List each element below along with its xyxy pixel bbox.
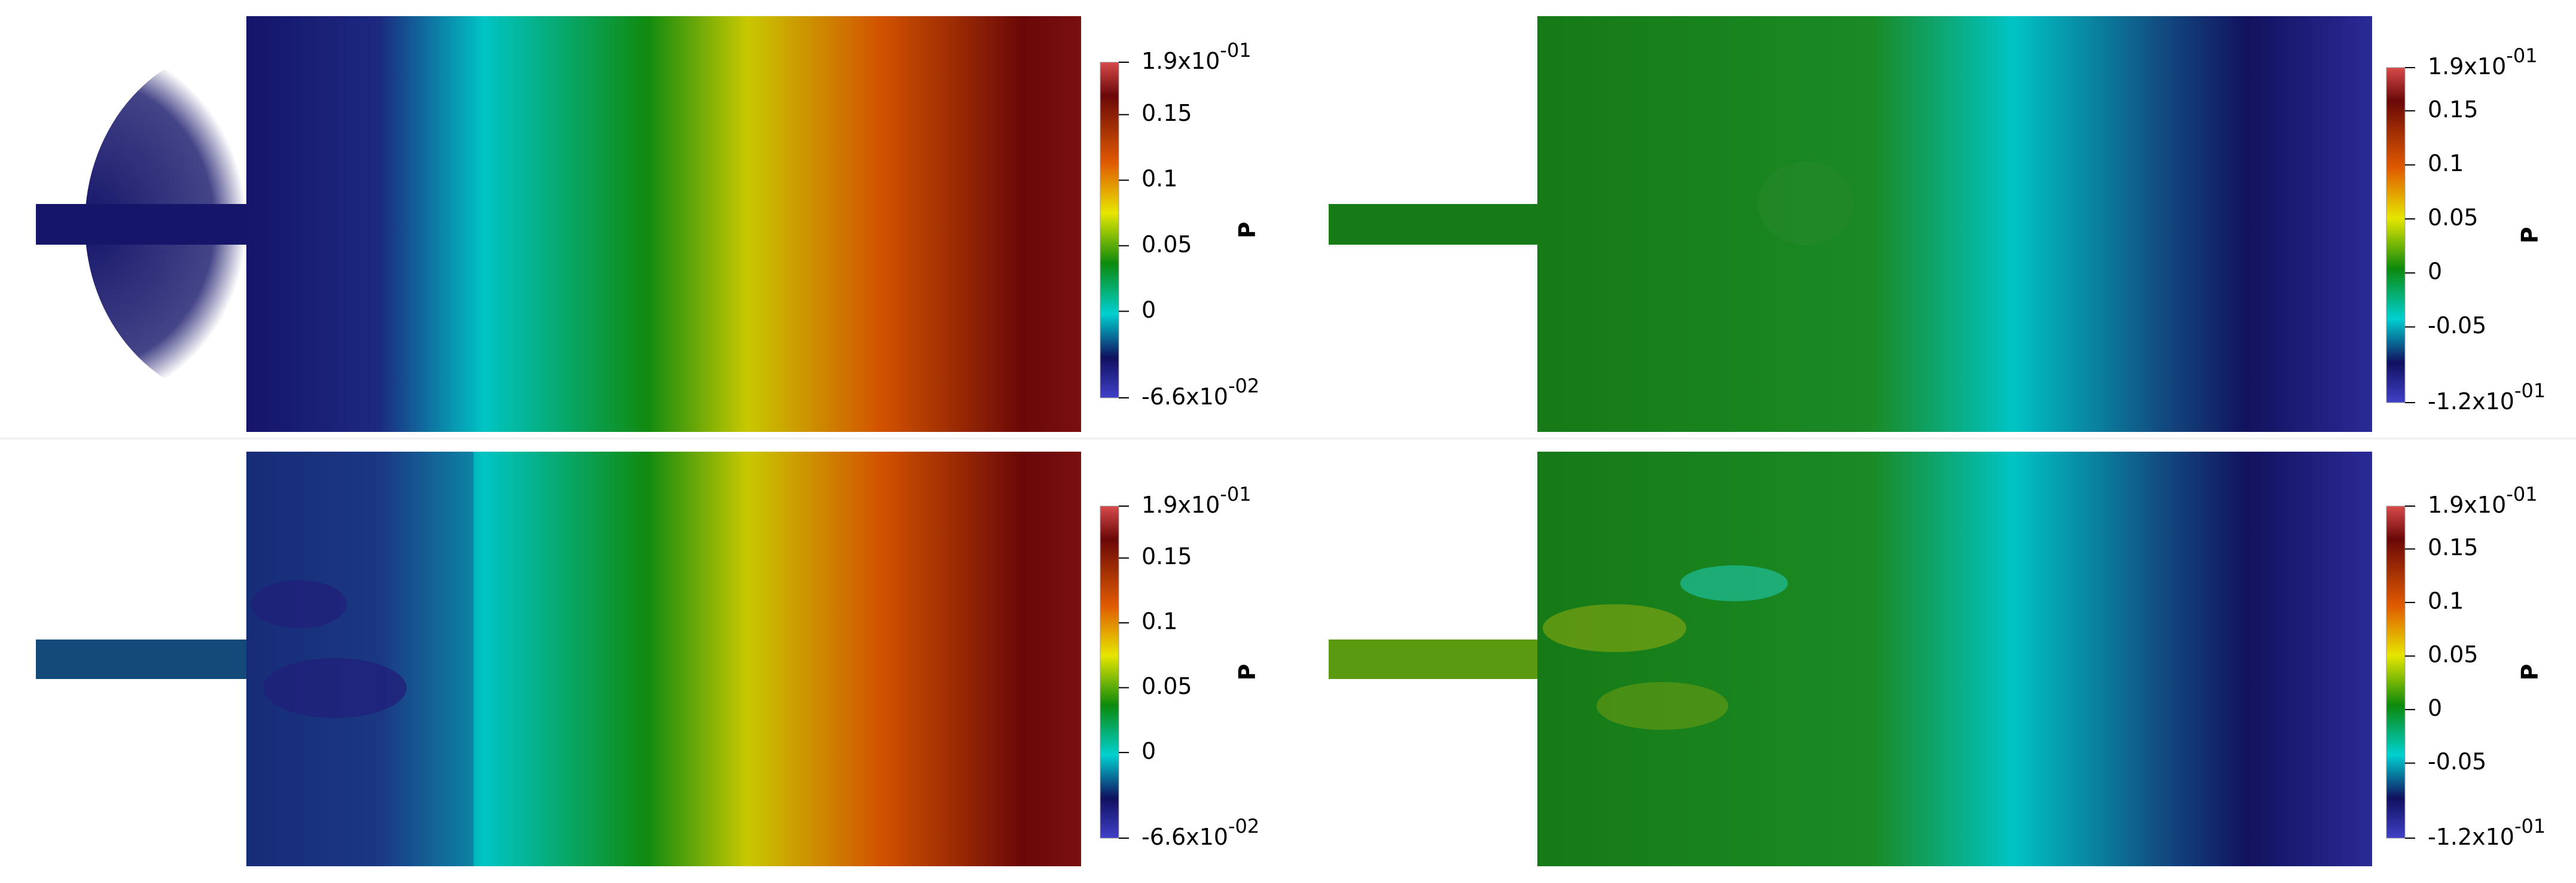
colorbar-tick-label: 0.1	[1142, 608, 1177, 635]
colorbar-tick-label: -1.2x10-01	[2428, 379, 2546, 415]
colorbar-tick-label: -0.05	[2428, 312, 2486, 339]
tick-exponent: -02	[1228, 815, 1259, 838]
colorbar-tick-label: 1.9x10-01	[2428, 44, 2538, 80]
field-bottom-right	[1329, 452, 2372, 866]
colorbar-scale	[1100, 506, 1119, 839]
colorbar-tick-label: 0.1	[2428, 150, 2464, 176]
tick-mantissa: 1.9x10	[2428, 492, 2506, 518]
colorbar-scale	[2386, 67, 2406, 403]
colorbar-title: P	[1234, 222, 1260, 239]
colorbar-tick-label: -6.6x10-02	[1142, 815, 1259, 850]
colorbar-title: P	[2517, 227, 2543, 243]
colorbar-tick-label: -1.2x10-01	[2428, 815, 2546, 850]
colorbar-tick-label: 1.9x10-01	[1142, 483, 1252, 518]
field-top-right	[1329, 16, 2372, 432]
tick-mantissa: 1.9x10	[2428, 53, 2506, 80]
colorbar-tick-label: 0.1	[2428, 588, 2464, 614]
colorbar-tick-label: -6.6x10-02	[1142, 374, 1259, 410]
colorbar-tick-label: 1.9x10-01	[2428, 483, 2538, 518]
colorbar: 1.9x10-01 0.15 0.1 0.05 0 -6.6x10-02 P	[1100, 39, 1260, 410]
tick-exponent: -01	[2506, 44, 2537, 67]
tick-mantissa: 1.9x10	[1142, 48, 1220, 74]
colorbar-tick-label: 1.9x10-01	[1142, 39, 1252, 74]
colorbar: 1.9x10-010.150.10.050-0.05-1.2x10-01P	[2386, 483, 2546, 850]
tick-mantissa: -6.6x10	[1142, 383, 1228, 410]
colorbar-tick-label: 0.05	[1142, 231, 1192, 257]
colorbar: 1.9x10-01 0.15 0.1 0.05 0 -6.6x10-02 P	[1100, 483, 1260, 850]
colorbar-tick-label: 0	[1142, 297, 1156, 323]
tick-exponent: -01	[2514, 379, 2546, 402]
colorbar-scale	[2386, 506, 2406, 839]
colorbar-tick-label: 0.05	[2428, 204, 2479, 230]
colorbar-tick-label: 0	[2428, 258, 2442, 285]
colorbar-tick-label: 0.15	[2428, 96, 2479, 123]
tick-exponent: -01	[2514, 815, 2546, 838]
tick-exponent: -01	[1220, 483, 1251, 506]
colorbar-tick-label: -0.05	[2428, 748, 2486, 775]
tick-mantissa: -1.2x10	[2428, 388, 2514, 415]
colorbar-tick-label: 0.05	[1142, 673, 1192, 699]
colorbar-tick-label: 0.15	[2428, 534, 2479, 561]
tick-exponent: -01	[2506, 483, 2537, 506]
field-top-left	[36, 16, 1081, 432]
colorbar-tick-label: 0	[1142, 738, 1156, 764]
colorbar-tick-label: 0.15	[1142, 100, 1192, 126]
tick-mantissa: -1.2x10	[2428, 824, 2514, 850]
colorbar-title: P	[2517, 664, 2543, 681]
colorbar-tick-label: 0.1	[1142, 166, 1177, 192]
colorbar-scale	[1100, 62, 1119, 398]
colorbar-title: P	[1234, 664, 1260, 681]
tick-exponent: -01	[1220, 39, 1251, 62]
field-bottom-left	[36, 452, 1081, 866]
colorbar-tick-label: 0.05	[2428, 641, 2479, 668]
tick-exponent: -02	[1228, 374, 1259, 397]
colorbar-tick-label: 0	[2428, 695, 2442, 721]
tick-mantissa: -6.6x10	[1142, 824, 1228, 850]
tick-mantissa: 1.9x10	[1142, 492, 1220, 518]
colorbar-tick-label: 0.15	[1142, 543, 1192, 570]
colorbar: 1.9x10-010.150.10.050-0.05-1.2x10-01P	[2386, 44, 2546, 415]
